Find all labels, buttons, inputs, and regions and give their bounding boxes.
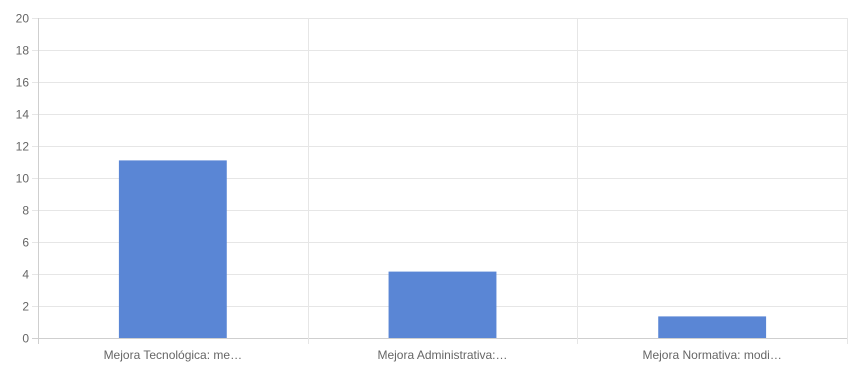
y-tick-label: 0: [22, 332, 29, 346]
bars-layer: [118, 160, 767, 338]
y-tick-label: 12: [16, 140, 30, 154]
y-tick-label: 4: [22, 268, 29, 282]
y-tick-label: 18: [16, 44, 30, 58]
bar[interactable]: [388, 271, 497, 338]
y-tick-label: 8: [22, 204, 29, 218]
x-tick-label: Mejora Normativa: modi…: [642, 348, 781, 362]
y-tick-label: 20: [16, 12, 30, 26]
x-tick-label: Mejora Tecnológica: me…: [104, 348, 243, 362]
y-tick-label: 2: [22, 300, 29, 314]
bar[interactable]: [658, 316, 767, 338]
y-tick-label: 14: [16, 108, 30, 122]
labels-layer: 0 2 4 6 8 10 12 14 16 18 20 Mejora Tecnológica: me……: [16, 12, 782, 363]
x-tick-label: Mejora Administrativa:…: [377, 348, 507, 362]
y-tick-label: 16: [16, 76, 30, 90]
y-tick-label: 10: [16, 172, 30, 186]
bar[interactable]: [118, 160, 227, 338]
y-tick-label: 6: [22, 236, 29, 250]
